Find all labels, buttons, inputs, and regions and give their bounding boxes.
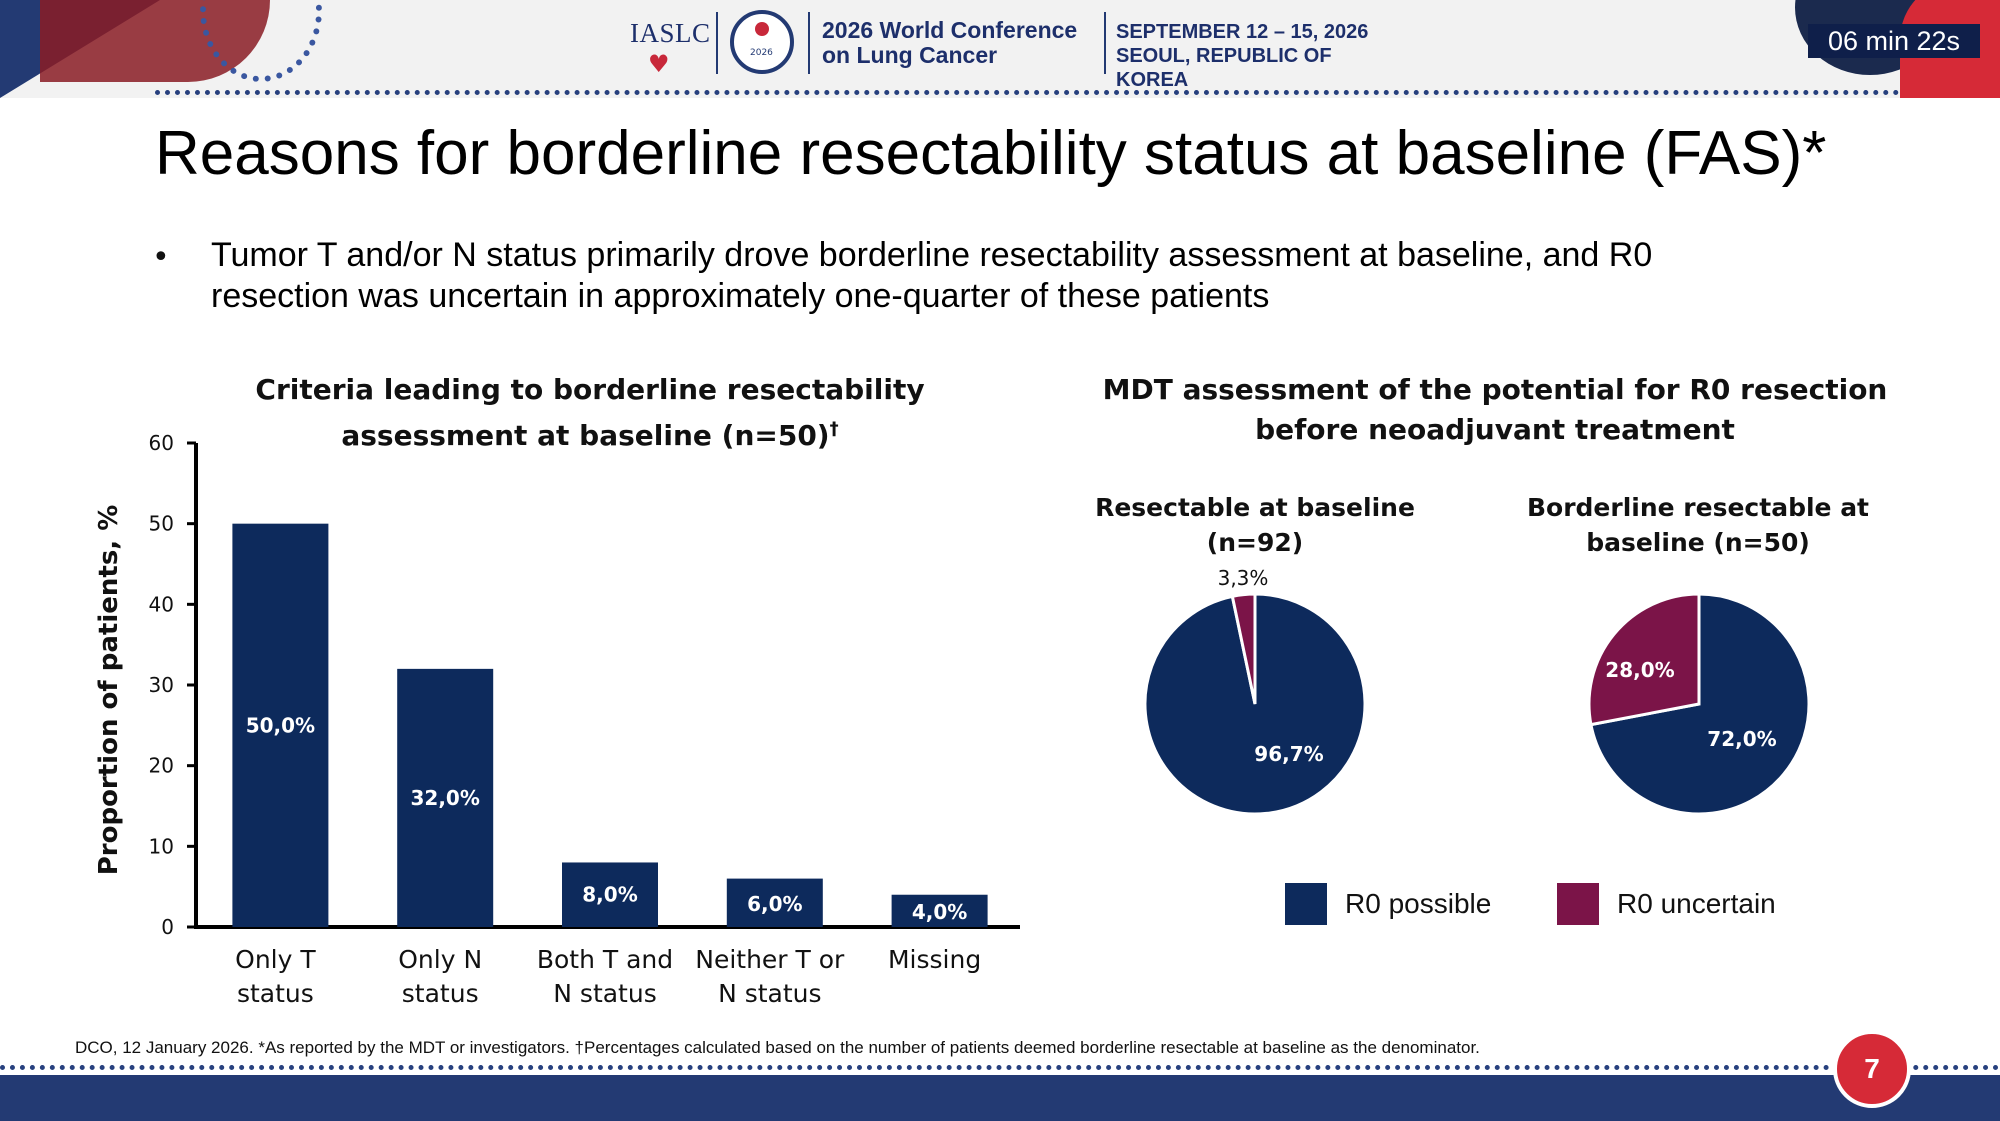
conference-dates: SEPTEMBER 12 – 15, 2026 — [1116, 21, 1369, 43]
bar-chart-title: Criteria leading to borderline resectabi… — [180, 370, 1000, 456]
y-tick-label: 50 — [149, 512, 174, 536]
y-tick-label: 0 — [161, 915, 174, 939]
bar — [891, 894, 988, 927]
page-number-badge: 7 — [1833, 1030, 1911, 1108]
conference-date-location: SEPTEMBER 12 – 15, 2026 SEOUL, REPUBLIC … — [1116, 20, 1406, 92]
x-tick-label: status — [237, 979, 314, 1008]
y-axis-label: Proportion of patients, % — [94, 505, 124, 876]
bar-chart-title-text: Criteria leading to borderline resectabi… — [255, 373, 925, 453]
footnote: DCO, 12 January 2026. *As reported by th… — [75, 1038, 1480, 1057]
bar — [397, 668, 494, 927]
bar-data-label: 6,0% — [747, 892, 802, 916]
y-tick-label: 20 — [149, 754, 174, 778]
pie-label-r0-uncertain: 28,0% — [1605, 658, 1674, 682]
seal-year-mark: 2026 — [750, 48, 773, 58]
pie-label-r0-possible: 72,0% — [1707, 727, 1776, 751]
pie-resectable-title: Resectable at baseline (n=92) — [1095, 493, 1415, 557]
legend-label-r0-possible: R0 possible — [1345, 888, 1492, 919]
y-tick-label: 40 — [149, 592, 174, 616]
lung-icon: ♥ — [648, 50, 670, 78]
seal-sun-icon — [755, 22, 769, 36]
pie-slice-r0-uncertain — [1230, 592, 1257, 705]
bar-data-label: 4,0% — [912, 900, 967, 924]
bullet-text: Tumor T and/or N status primarily drove … — [211, 236, 1653, 315]
x-tick-label: status — [402, 979, 479, 1008]
slide-title: Reasons for borderline resectability sta… — [155, 119, 1827, 188]
pie-borderline-title: Borderline resectable at baseline (n=50) — [1526, 493, 1870, 557]
pie-slice-r0-uncertain — [1587, 592, 1701, 727]
bullet-icon: • — [152, 240, 170, 275]
pie-label-r0-possible: 96,7% — [1254, 742, 1323, 766]
conference-name: 2026 World Conference on Lung Cancer — [822, 17, 1078, 68]
legend-swatch-r0-uncertain — [1557, 883, 1599, 925]
header-band — [0, 0, 2000, 98]
bar — [726, 878, 823, 927]
bar-data-label: 50,0% — [246, 713, 315, 737]
bar — [232, 523, 329, 927]
x-tick-label: Both T and — [537, 945, 673, 974]
pie-label-r0-uncertain: 3,3% — [1218, 566, 1269, 590]
legend-label-r0-uncertain: R0 uncertain — [1617, 888, 1776, 919]
x-tick-label: N status — [718, 979, 821, 1008]
x-tick-label: N status — [553, 979, 656, 1008]
dagger-mark: † — [829, 419, 839, 440]
pie-section-title: MDT assessment of the potential for R0 r… — [1102, 373, 1888, 446]
x-tick-label: Only N — [398, 945, 482, 974]
x-tick-label: Neither T or — [695, 945, 845, 974]
conference-seal-icon — [730, 10, 794, 74]
conference-location: SEOUL, REPUBLIC OF KOREA — [1116, 45, 1332, 91]
header-divider — [1104, 12, 1106, 74]
x-tick-label: Only T — [235, 945, 316, 974]
header-divider — [716, 12, 718, 74]
iaslc-logo-text: IASLC — [630, 18, 711, 48]
session-timer: 06 min 22s — [1808, 24, 1980, 58]
y-tick-label: 30 — [149, 673, 174, 697]
bar-data-label: 8,0% — [582, 883, 637, 907]
legend-swatch-r0-possible — [1285, 883, 1327, 925]
y-tick-label: 10 — [149, 834, 174, 858]
header-divider — [808, 12, 810, 74]
footer-bar — [0, 1075, 2000, 1121]
dotted-divider-top — [155, 90, 1900, 95]
y-tick-label: 60 — [149, 431, 174, 455]
dotted-divider-bottom — [0, 1065, 2000, 1070]
x-tick-label: Missing — [888, 945, 981, 974]
bar-data-label: 32,0% — [411, 786, 480, 810]
bar — [562, 862, 658, 927]
